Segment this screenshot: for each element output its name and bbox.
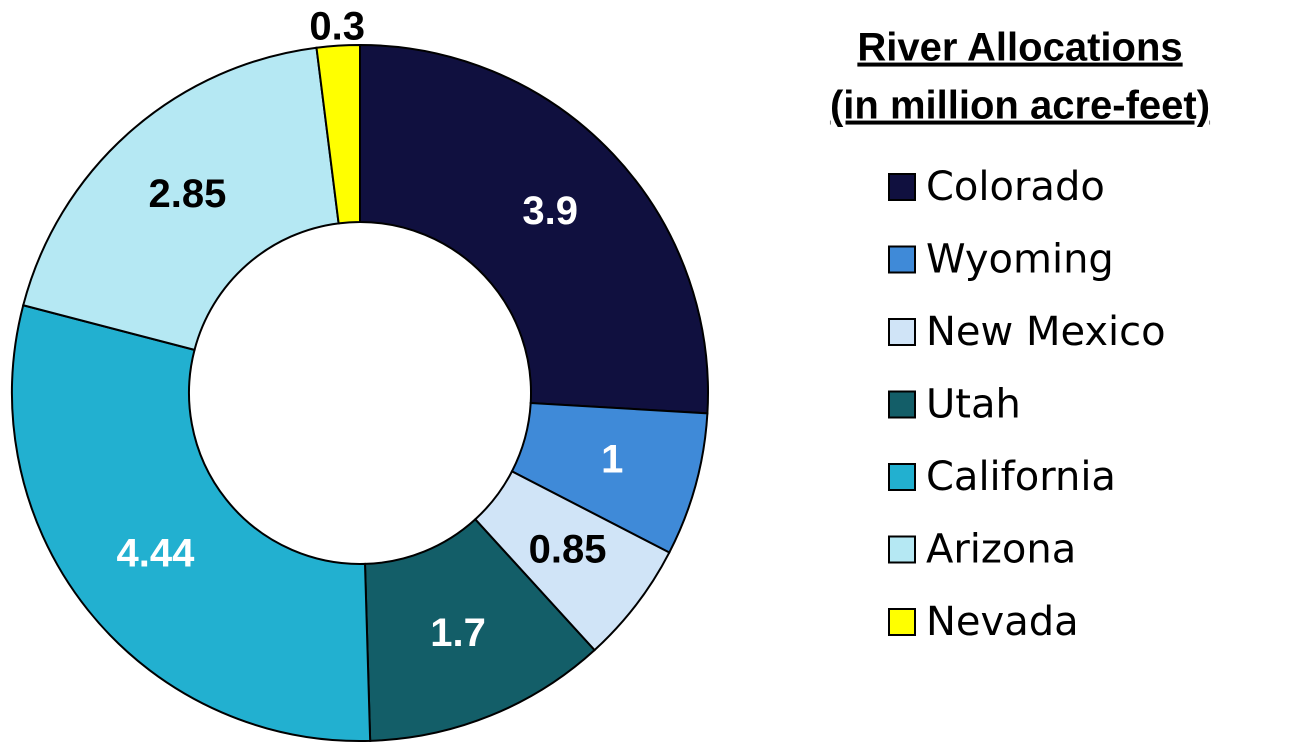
data-label: 1.7 <box>430 611 486 655</box>
data-label: 2.85 <box>149 172 227 216</box>
legend-label: Utah <box>926 382 1021 428</box>
data-label: 1 <box>601 438 623 482</box>
legend-label: Nevada <box>926 599 1079 645</box>
legend-label: Arizona <box>926 527 1076 573</box>
legend-label: Colorado <box>926 164 1105 210</box>
chart-title: River Allocations <box>857 26 1182 70</box>
data-label: 3.9 <box>522 189 578 233</box>
legend-label: California <box>926 454 1116 500</box>
data-label: 0.3 <box>309 4 365 48</box>
data-label: 4.44 <box>117 531 196 575</box>
legend-swatch <box>888 535 916 564</box>
legend-swatch <box>888 318 916 346</box>
legend-label: New Mexico <box>926 309 1166 355</box>
donut-slice <box>22 46 340 352</box>
legend-swatch <box>888 463 916 491</box>
legend-swatch <box>888 608 916 636</box>
legend-swatch <box>888 173 916 201</box>
chart-subtitle: (in million acre-feet) <box>830 84 1210 128</box>
donut-slice <box>11 304 372 742</box>
donut-slice <box>359 43 709 415</box>
legend-swatch <box>888 245 916 274</box>
legend-swatch <box>888 390 916 419</box>
donut-slice <box>315 43 361 225</box>
legend-label: Wyoming <box>926 237 1114 283</box>
data-label: 0.85 <box>529 528 607 572</box>
